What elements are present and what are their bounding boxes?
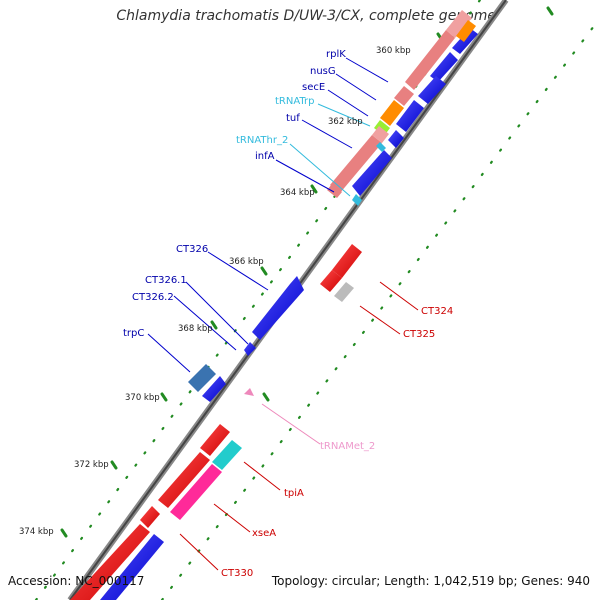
scale-label-372: 372 kbp [74, 460, 109, 470]
gene-CT330[interactable] [100, 534, 164, 600]
gene-upper-blue-5[interactable] [388, 130, 404, 148]
gene-upper-blue-6[interactable] [352, 150, 392, 196]
label-CT330[interactable]: CT330 [221, 568, 253, 579]
gene-trpC[interactable] [188, 364, 216, 392]
gene-CT325[interactable] [334, 282, 354, 302]
scale-label-362: 362 kbp [328, 117, 363, 127]
gene-secE[interactable] [380, 100, 404, 126]
gene-upper-blue-3[interactable] [418, 76, 446, 104]
gene-rplK[interactable] [405, 10, 472, 90]
scale-label-360: 360 kbp [376, 46, 411, 56]
label-CT326-1[interactable]: CT326.1 [145, 275, 187, 286]
scale-label-364: 364 kbp [280, 188, 315, 198]
gene-upper-blue-2[interactable] [430, 52, 458, 82]
gene-lower-red-1[interactable] [200, 424, 230, 456]
scale-label-368: 368 kbp [178, 324, 213, 334]
label-CT326[interactable]: CT326 [176, 244, 208, 255]
gene-tuf[interactable] [330, 126, 389, 193]
gene-trpC-partner[interactable] [202, 376, 226, 402]
label-trpC[interactable]: trpC [123, 328, 144, 339]
gene-lower-red-4[interactable] [70, 524, 150, 600]
gene-upper-blue-1[interactable] [452, 28, 478, 54]
leader-lines [147, 57, 419, 571]
gene-tpiA[interactable] [212, 440, 242, 470]
gene-CT326[interactable] [252, 276, 304, 340]
accession-text: Accession: NC_000117 [8, 574, 145, 588]
label-CT324[interactable]: CT324 [421, 306, 453, 317]
gene-infA[interactable] [327, 184, 342, 198]
gene-CT326-1[interactable] [244, 342, 256, 356]
gene-xseA[interactable] [170, 464, 222, 520]
label-xseA[interactable]: xseA [252, 528, 276, 539]
gene-CT324[interactable] [320, 244, 362, 292]
topology-text: Topology: circular; Length: 1,042,519 bp… [271, 574, 590, 588]
genome-title: Chlamydia trachomatis D/UW-3/CX, complet… [116, 8, 496, 24]
label-tpiA[interactable]: tpiA [284, 488, 304, 499]
label-secE[interactable]: secE [302, 82, 325, 93]
gene-tRNAMet_2[interactable] [244, 388, 254, 396]
label-tuf[interactable]: tuf [286, 113, 300, 124]
label-rplK[interactable]: rplK [326, 49, 346, 60]
scale-label-374: 374 kbp [19, 527, 54, 537]
gene-upper-blue-4[interactable] [396, 100, 424, 132]
gene-top-orange[interactable] [456, 20, 476, 42]
gene-lower-red-2[interactable] [158, 452, 210, 508]
label-tRNATrp[interactable]: tRNATrp [275, 96, 315, 107]
label-nusG[interactable]: nusG [310, 66, 336, 77]
scale-label-370: 370 kbp [125, 393, 160, 403]
inner-tick-ring [34, 0, 482, 600]
label-CT325[interactable]: CT325 [403, 329, 435, 340]
scale-label-366: 366 kbp [229, 257, 264, 267]
outer-tick-ring [160, 16, 600, 600]
label-CT326-2[interactable]: CT326.2 [132, 292, 174, 303]
label-tRNAThr_2[interactable]: tRNAThr_2 [236, 135, 288, 146]
label-infA[interactable]: infA [255, 151, 275, 162]
gene-tRNAThr_2-mark[interactable] [352, 142, 386, 206]
gene-nusG[interactable] [394, 86, 414, 106]
gene-lower-red-3[interactable] [140, 506, 160, 528]
label-tRNAMet_2[interactable]: tRNAMet_2 [320, 441, 375, 452]
scale-ticks [60, 32, 444, 538]
